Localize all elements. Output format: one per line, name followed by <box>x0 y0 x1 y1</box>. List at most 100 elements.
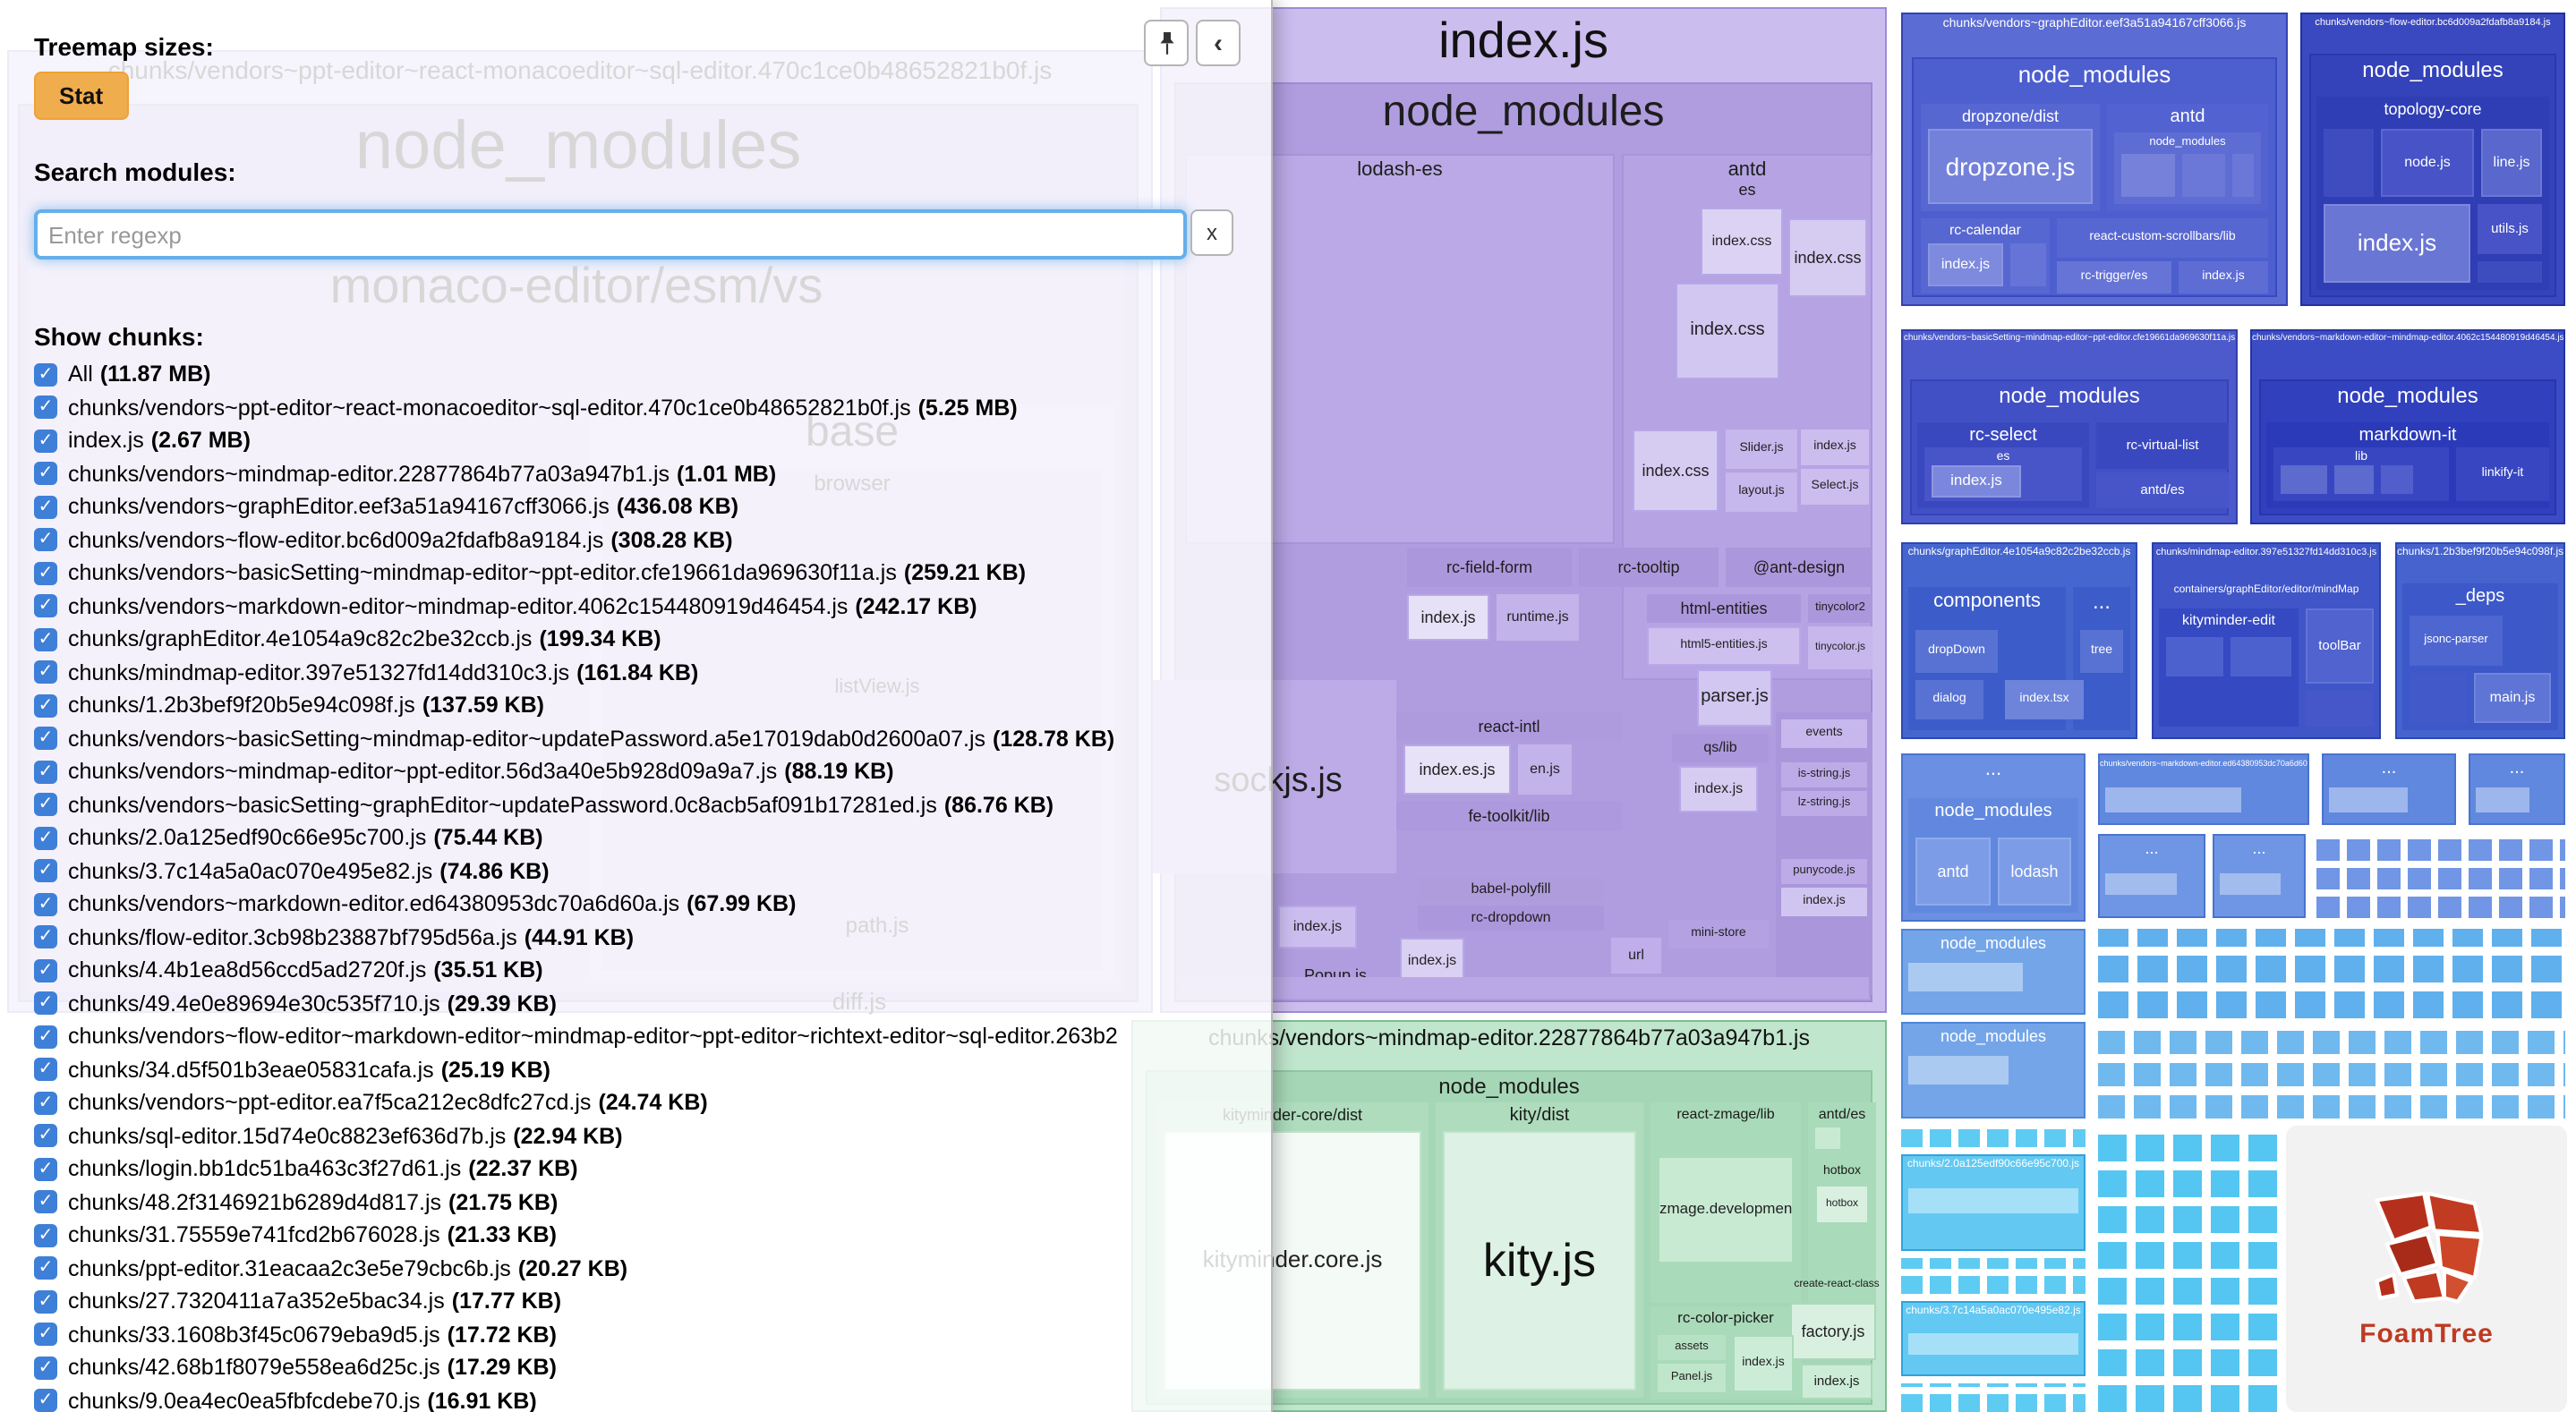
hotbox[interactable]: hotbox <box>1812 1160 1872 1185</box>
chunk-checkbox[interactable]: ✓ <box>34 892 57 916</box>
chunk-checkbox[interactable]: ✓ <box>34 528 57 552</box>
chunk-row[interactable]: ✓ chunks/graphEditor.4e1054a9c82c2be32cc… <box>34 623 1266 656</box>
md-box[interactable] <box>2334 465 2374 494</box>
chunk-checkbox[interactable]: ✓ <box>34 1289 57 1314</box>
chunk-checkbox[interactable]: ✓ <box>34 362 57 387</box>
bar[interactable] <box>2220 873 2281 895</box>
chunk-checkbox[interactable]: ✓ <box>34 760 57 784</box>
qs-index-js[interactable]: index.js <box>1679 766 1758 812</box>
bar[interactable] <box>1908 1056 2009 1085</box>
ge-index-js[interactable]: index.js <box>1928 243 2003 286</box>
chunk-row[interactable]: ✓ chunks/vendors~graphEditor.eef3a51a941… <box>34 490 1266 523</box>
chunk-checkbox[interactable]: ✓ <box>34 1323 57 1347</box>
chunk-checkbox[interactable]: ✓ <box>34 429 57 453</box>
chunk-row[interactable]: ✓ chunks/4.4b1ea8d56ccd5ad2720f.js (35.5… <box>34 954 1266 987</box>
runtime-js[interactable]: runtime.js <box>1497 594 1579 641</box>
chunk-row[interactable]: ✓ chunks/48.2f3146921b6289d4d817.js (21.… <box>34 1186 1266 1219</box>
ant-design[interactable]: @ant-design <box>1726 548 1872 587</box>
bar[interactable] <box>2476 787 2529 812</box>
chunk-checkbox[interactable]: ✓ <box>34 495 57 519</box>
chunk-row[interactable]: ✓ chunks/vendors~markdown-editor~mindmap… <box>34 590 1266 623</box>
tree-component[interactable]: tree <box>2080 630 2123 673</box>
bs-antd-es[interactable]: antd/es <box>2096 472 2229 508</box>
foamtree-attribution[interactable]: FoamTree <box>2286 1126 2567 1412</box>
tinycolor2[interactable]: tinycolor2 <box>1808 594 1872 623</box>
right-strip[interactable] <box>1776 712 1872 995</box>
pin-button[interactable] <box>1144 20 1189 66</box>
mm-box[interactable] <box>2231 637 2291 676</box>
tag[interactable] <box>1815 1127 1840 1149</box>
chunk-checkbox[interactable]: ✓ <box>34 1190 57 1214</box>
ge-box[interactable] <box>2121 154 2175 197</box>
bar[interactable] <box>2105 873 2177 895</box>
chunk-row[interactable]: ✓ chunks/mindmap-editor.397e51327fd14dd3… <box>34 656 1266 689</box>
chunk-row[interactable]: ✓ chunks/vendors~ppt-editor.ea7f5ca212ec… <box>34 1086 1266 1119</box>
chunk-checkbox[interactable]: ✓ <box>34 1223 57 1247</box>
clear-search-button[interactable]: x <box>1190 209 1233 256</box>
md-box[interactable] <box>2381 465 2413 494</box>
panel-js[interactable]: Panel.js <box>1658 1364 1726 1392</box>
dropdown-component[interactable]: dropDown <box>1915 630 1998 673</box>
dropzone-js[interactable]: dropzone.js <box>1928 129 2093 204</box>
chunk-checkbox[interactable]: ✓ <box>34 594 57 618</box>
index-js-strip[interactable]: index.js <box>1781 888 1867 916</box>
chunk-row[interactable]: ✓ chunks/vendors~markdown-editor.ed64380… <box>34 888 1266 921</box>
index-js-green[interactable]: index.js <box>1801 1364 1872 1399</box>
bar[interactable] <box>2105 787 2241 812</box>
rc-dropdown[interactable]: rc-dropdown <box>1418 906 1604 931</box>
hotbox-js[interactable]: hotbox <box>1815 1185 1869 1224</box>
linkify-it[interactable]: linkify-it <box>2456 447 2549 501</box>
chunk-checkbox[interactable]: ✓ <box>34 396 57 420</box>
chunk-row[interactable]: ✓ chunks/vendors~flow-editor.bc6d009a2fd… <box>34 523 1266 557</box>
punycode-js[interactable]: punycode.js <box>1781 859 1867 884</box>
chunk-checkbox[interactable]: ✓ <box>34 1356 57 1380</box>
chunk-checkbox[interactable]: ✓ <box>34 660 57 685</box>
index-js-box[interactable]: index.js <box>1278 906 1357 948</box>
fe-toolkit-lib[interactable]: fe-toolkit/lib <box>1396 802 1622 830</box>
lz-string-js[interactable]: lz-string.js <box>1781 791 1867 816</box>
events[interactable]: events <box>1781 719 1867 748</box>
chunk-row[interactable]: ✓ chunks/31.75559e741fcd2b676028.js (21.… <box>34 1219 1266 1252</box>
fe-col[interactable] <box>2324 129 2374 197</box>
chunk-checkbox[interactable]: ✓ <box>34 1256 57 1280</box>
bar[interactable] <box>1908 1188 2078 1213</box>
index-js-box[interactable]: index.js <box>1400 938 1464 984</box>
jsonc-parser[interactable]: jsonc-parser <box>2410 616 2503 666</box>
chunk-checkbox[interactable]: ✓ <box>34 1058 57 1082</box>
chunk-row[interactable]: ✓ chunks/vendors~ppt-editor~react-monaco… <box>34 391 1266 424</box>
rc-field-form[interactable]: rc-field-form <box>1407 548 1572 587</box>
md-box[interactable] <box>2281 465 2327 494</box>
zmage-development-js[interactable]: zmage.development.js <box>1658 1156 1794 1263</box>
url[interactable]: url <box>1611 938 1661 974</box>
fe-box[interactable] <box>2478 261 2542 283</box>
chunk-row[interactable]: ✓ chunks/3.7c14a5a0ac070e495e82.js (74.8… <box>34 855 1266 888</box>
factory-js[interactable]: factory.js <box>1790 1303 1876 1360</box>
assets[interactable]: assets <box>1658 1335 1726 1360</box>
index-css[interactable]: index.css <box>1701 208 1783 276</box>
node-js[interactable]: node.js <box>2381 129 2474 197</box>
en-js[interactable]: en.js <box>1518 744 1572 795</box>
index-tsx[interactable]: index.tsx <box>2005 680 2084 719</box>
chunk-checkbox[interactable]: ✓ <box>34 991 57 1016</box>
html5-entities-js[interactable]: html5-entities.js <box>1647 626 1801 666</box>
stat-button[interactable]: Stat <box>34 72 129 120</box>
utils-js[interactable]: utils.js <box>2478 204 2542 254</box>
chunk-row[interactable]: ✓ All (11.87 MB) <box>34 358 1266 391</box>
rc-virtual-list[interactable]: rc-virtual-list <box>2096 422 2229 469</box>
ge-assets[interactable] <box>2010 243 2046 286</box>
create-react-class[interactable]: create-react-class <box>1794 1274 1880 1296</box>
bar[interactable] <box>1908 1333 2078 1355</box>
dialog-component[interactable]: dialog <box>1915 680 1983 719</box>
index-js-green[interactable]: index.js <box>1733 1335 1794 1392</box>
bottom-strip[interactable] <box>1178 977 1869 999</box>
tinycolor-js[interactable]: tinycolor.js <box>1808 626 1872 669</box>
sa-antd[interactable]: antd <box>1915 838 1991 906</box>
chunk-row[interactable]: ✓ chunks/vendors~mindmap-editor~ppt-edit… <box>34 755 1266 788</box>
chunk-row[interactable]: ✓ chunks/vendors~basicSetting~mindmap-ed… <box>34 722 1266 755</box>
chunk-checkbox[interactable]: ✓ <box>34 1025 57 1049</box>
is-string-js[interactable]: is-string.js <box>1781 762 1867 787</box>
index-css[interactable]: index.css <box>1676 283 1779 379</box>
chunk-row[interactable]: ✓ chunks/vendors~mindmap-editor.22877864… <box>34 457 1266 490</box>
chunk-row[interactable]: ✓ chunks/login.bb1dc51ba463c3f27d61.js (… <box>34 1153 1266 1186</box>
chunk-checkbox[interactable]: ✓ <box>34 727 57 751</box>
